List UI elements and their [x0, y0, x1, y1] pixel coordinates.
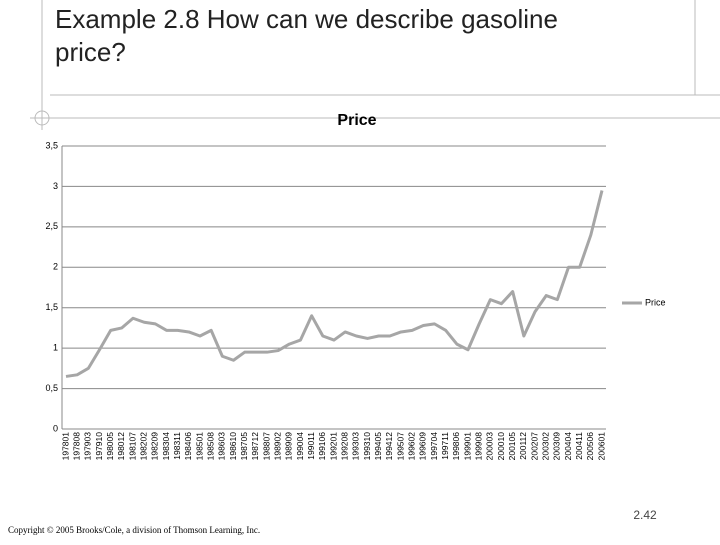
- x-tick-label: 198603: [217, 432, 227, 461]
- x-tick-label: 200601: [596, 432, 606, 461]
- x-tick-label: 199602: [406, 432, 416, 461]
- x-tick-label: 200207: [529, 432, 539, 461]
- x-tick-label: 198012: [116, 432, 126, 461]
- x-tick-label: 197808: [71, 432, 81, 461]
- x-tick-label: 199609: [418, 432, 428, 461]
- x-tick-label: 198107: [127, 432, 137, 461]
- x-tick-label: 198610: [228, 432, 238, 461]
- x-tick-label: 199106: [317, 432, 327, 461]
- x-tick-label: 200003: [485, 432, 495, 461]
- x-tick-label: 198705: [239, 432, 249, 461]
- x-tick-label: 198209: [150, 432, 160, 461]
- x-tick-label: 200010: [496, 432, 506, 461]
- x-tick-label: 199011: [306, 432, 316, 460]
- x-tick-label: 198304: [161, 432, 171, 461]
- x-tick-label: 198902: [272, 432, 282, 461]
- page-number: 2.42: [633, 508, 657, 522]
- x-tick-label: 200302: [540, 432, 550, 461]
- x-tick-label: 199405: [373, 432, 383, 461]
- x-tick-label: 199901: [462, 432, 472, 461]
- chart-title: Price: [337, 112, 376, 129]
- x-tick-label: 199201: [328, 432, 338, 461]
- x-tick-label: 200506: [585, 432, 595, 461]
- legend-label: Price: [645, 297, 666, 307]
- x-tick-label: 198508: [205, 432, 215, 461]
- plot: 0 0,5 1 1,5 2 2,5 3 3,5 197801 197808 197903 197910…: [45, 140, 665, 460]
- title-box: Example 2.8 How can we describe gasoline…: [55, 4, 558, 67]
- x-tick-label: 200112: [518, 432, 528, 460]
- y-tick-label: 2,5: [45, 221, 58, 231]
- x-tick-label: 197903: [83, 432, 93, 461]
- y-tick-label: 0: [53, 423, 58, 433]
- x-tick-label: 199507: [395, 432, 405, 461]
- x-tick-label: 198807: [261, 432, 271, 461]
- y-tick-label: 0,5: [45, 383, 58, 393]
- x-tick-label: 198311: [172, 432, 182, 460]
- y-tick-label: 3,5: [45, 140, 58, 150]
- x-tick-label: 198909: [284, 432, 294, 461]
- x-tick-label: 198406: [183, 432, 193, 461]
- x-tick-label: 198005: [105, 432, 115, 461]
- x-tick-label: 199208: [339, 432, 349, 461]
- x-tick-label: 200105: [507, 432, 517, 461]
- slide-title: Example 2.8 How can we describe gasoline…: [55, 4, 558, 67]
- x-tick-label: 199412: [384, 432, 394, 461]
- x-tick-label: 199711: [440, 432, 450, 460]
- x-tick-label: 198202: [138, 432, 148, 461]
- y-tick-label: 1,5: [45, 302, 58, 312]
- x-tick-label: 199806: [451, 432, 461, 461]
- decor-circle: [34, 110, 50, 126]
- x-tick-label: 199704: [429, 432, 439, 461]
- x-tick-label: 200411: [574, 432, 584, 460]
- x-tick-label: 197801: [60, 432, 70, 461]
- x-tick-label: 197910: [94, 432, 104, 461]
- x-tick-label: 198501: [194, 432, 204, 461]
- x-tick-label: 199310: [362, 432, 372, 461]
- line-series: [65, 190, 604, 378]
- x-tick-label: 199908: [473, 432, 483, 461]
- x-tick-label: 200309: [552, 432, 562, 461]
- x-tick-label: 199303: [351, 432, 361, 461]
- x-tick-label: 199004: [295, 432, 305, 461]
- y-tick-label: 1: [53, 343, 58, 353]
- x-tick-label: 200404: [563, 432, 573, 461]
- footer: Copyright © 2005 Brooks/Cole, a division…: [8, 525, 260, 535]
- y-tick-label: 3: [53, 181, 58, 191]
- x-tick-label: 198712: [250, 432, 260, 461]
- y-tick-label: 2: [53, 262, 58, 272]
